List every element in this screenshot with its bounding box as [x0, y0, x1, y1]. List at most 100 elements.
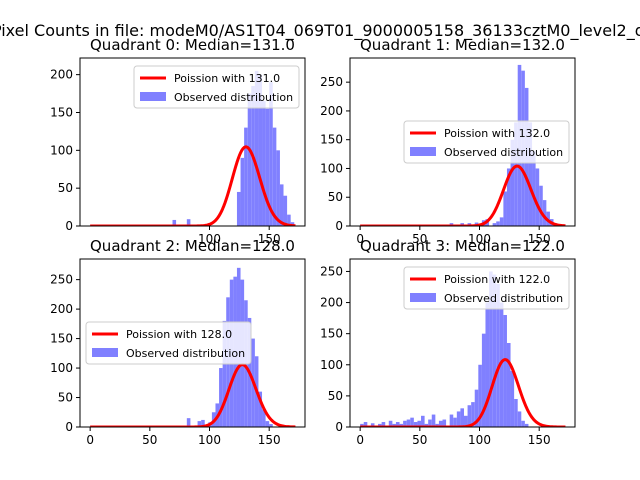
histogram-bar: [363, 422, 368, 427]
histogram-bar: [279, 184, 284, 226]
histogram-bar: [510, 371, 515, 427]
y-tick-label: 250: [320, 264, 343, 278]
histogram-bar: [528, 122, 533, 226]
histogram-bar: [489, 271, 493, 427]
histogram-bar: [370, 423, 375, 427]
y-tick-label: 200: [50, 302, 73, 316]
histogram-bar: [503, 191, 507, 226]
x-tick-label: 0: [356, 433, 364, 447]
histogram-bar: [463, 415, 468, 427]
histogram-bar: [438, 420, 443, 427]
y-tick-label: 0: [335, 420, 343, 434]
histogram-bar: [503, 315, 507, 427]
x-tick-label: 100: [198, 232, 221, 246]
histogram-bar: [392, 423, 396, 427]
histogram-bar: [388, 420, 393, 427]
histogram-bar: [514, 122, 518, 226]
x-tick-label: 50: [142, 433, 157, 447]
y-tick-label: 100: [320, 358, 343, 372]
subplot-quadrant-0: Quadrant 0: Median=131.0 100 150 0 50 100 150 2…: [50, 36, 306, 246]
y-tick-label: 150: [320, 133, 343, 147]
x-tick-label: 100: [198, 433, 221, 447]
histogram-bar: [442, 419, 447, 427]
histogram-bar: [236, 191, 241, 226]
histogram-bar: [197, 421, 202, 427]
histogram-bar: [496, 283, 500, 427]
x-tick-label: 0: [86, 433, 94, 447]
x-tick-label: 50: [412, 232, 427, 246]
histogram-bar: [471, 402, 475, 427]
histogram-bar: [521, 420, 525, 427]
legend-label-observed: Observed distribution: [444, 292, 563, 305]
histogram-bar: [186, 418, 191, 427]
histogram-bar: [460, 408, 464, 427]
histogram-bar: [406, 419, 411, 427]
y-tick-label: 50: [58, 391, 73, 405]
x-tick-label: 150: [258, 433, 281, 447]
histogram-bar: [428, 419, 432, 427]
y-tick-label: 200: [320, 296, 343, 310]
legend: Poission with 132.0 Observed distribution: [403, 120, 570, 164]
histogram-bar: [431, 414, 436, 427]
histogram-bar: [269, 82, 273, 226]
legend-label-poisson: Poission with 132.0: [444, 127, 550, 140]
histogram-bar: [514, 399, 518, 427]
histogram-bar: [449, 414, 454, 427]
histogram-bar: [403, 420, 407, 427]
histogram-bar: [172, 219, 177, 226]
histogram-bar: [258, 391, 263, 427]
y-tick-label: 150: [50, 332, 73, 346]
legend-label-poisson: Poission with 122.0: [444, 273, 550, 286]
histogram-bar: [417, 420, 422, 427]
figure-suptitle: Histogram of Pixel Counts in file: modeM…: [0, 21, 640, 41]
legend: Poission with 131.0 Observed distribution: [133, 65, 300, 109]
y-tick-label: 100: [50, 361, 73, 375]
legend-label-observed: Observed distribution: [126, 347, 245, 360]
y-tick-label: 250: [50, 273, 73, 287]
histogram-bar: [265, 108, 270, 226]
histogram-bar: [517, 411, 522, 427]
histogram-bar: [262, 101, 266, 226]
histogram-bar: [381, 422, 386, 427]
x-tick-label: 150: [258, 232, 281, 246]
histogram-bar: [492, 223, 497, 226]
x-tick-label: 0: [356, 232, 364, 246]
histogram-bar: [247, 93, 252, 226]
legend-box: [403, 266, 570, 310]
histogram-bar: [542, 200, 547, 226]
histogram-bar: [474, 389, 479, 427]
x-tick-label: 50: [412, 433, 427, 447]
y-tick-label: 50: [328, 389, 343, 403]
legend-label-poisson: Poission with 131.0: [174, 72, 280, 85]
legend-label-observed: Observed distribution: [174, 91, 293, 104]
subplot-quadrant-1: Quadrant 1: Median=132.0 0 50 100 150 0 50 100 1…: [320, 36, 576, 246]
y-tick-label: 0: [335, 219, 343, 233]
histogram-bar: [258, 74, 263, 226]
subplot-quadrant-3: Quadrant 3: Median=122.0 0 50 100 150 0 50 100 1…: [320, 237, 576, 447]
legend-box: [403, 120, 570, 164]
x-tick-label: 100: [468, 433, 491, 447]
axes-frame: [79, 258, 306, 428]
histogram-bar: [272, 127, 277, 226]
histogram-bar: [287, 214, 291, 226]
histogram-bar: [481, 333, 486, 427]
x-tick-label: 100: [468, 232, 491, 246]
histogram-bar: [395, 422, 400, 427]
axes-frame: [349, 57, 576, 227]
y-tick-label: 100: [50, 143, 73, 157]
histogram-bar: [424, 423, 429, 427]
histogram-bar: [244, 127, 248, 226]
histogram-bar: [506, 168, 511, 226]
legend-bar-swatch: [92, 348, 118, 357]
histogram-bar: [506, 343, 511, 427]
histogram-bar: [269, 424, 273, 427]
histogram-bar: [413, 422, 418, 427]
histogram-bar: [378, 423, 382, 427]
y-tick-label: 150: [320, 327, 343, 341]
x-tick-label: 150: [528, 433, 551, 447]
y-tick-label: 0: [65, 420, 73, 434]
legend-box: [85, 321, 252, 365]
histogram-bar: [496, 221, 500, 226]
histogram-bar: [478, 364, 482, 427]
